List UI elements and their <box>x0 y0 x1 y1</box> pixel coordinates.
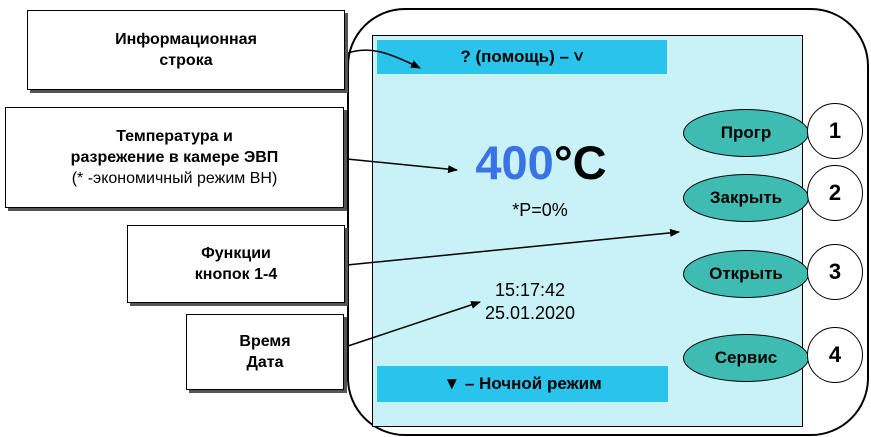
pressure-readout: *P=0% <box>512 200 568 220</box>
label-info-line2: строка <box>159 52 213 69</box>
label-info-line: Информационная строка <box>27 10 345 90</box>
temperature-value: 400 <box>475 136 554 189</box>
label-temp-line2: разрежение в камере ЭВП <box>70 149 279 166</box>
date-readout: 25.01.2020 <box>484 303 576 323</box>
arrow-functions <box>346 228 680 266</box>
time-readout: 15:17:42 <box>494 280 566 300</box>
temperature-unit: °C <box>553 136 607 189</box>
arrow-temperature <box>346 158 458 174</box>
label-func-line2: кнопок 1-4 <box>194 266 278 283</box>
button-service-label: Сервис <box>714 348 778 367</box>
night-mode-text: ▼ – Ночной режим <box>443 374 602 393</box>
key-4[interactable]: 4 <box>807 327 863 383</box>
temperature-readout: 400°C <box>461 137 621 189</box>
label-time-line1: Время <box>239 333 291 350</box>
button-open[interactable]: Открыть <box>683 250 809 298</box>
key-3-label: 3 <box>828 259 842 284</box>
key-2[interactable]: 2 <box>807 165 863 221</box>
label-temp-line3: (* -экономичный режим ВН) <box>71 170 278 187</box>
arrow-info <box>344 49 421 69</box>
info-bar: ? (помощь) – ˅ <box>377 40 667 74</box>
label-func-line1: Функции <box>201 245 271 262</box>
night-mode-bar[interactable]: ▼ – Ночной режим <box>377 366 668 402</box>
button-close-label: Закрыть <box>709 188 783 207</box>
label-time-date: Время Дата <box>186 314 344 390</box>
arrow-time <box>344 301 481 348</box>
button-prog[interactable]: Прогр <box>683 109 809 157</box>
label-time-line2: Дата <box>246 354 284 371</box>
label-info-line1: Информационная <box>115 31 257 48</box>
button-close[interactable]: Закрыть <box>683 174 809 222</box>
label-functions: Функции кнопок 1-4 <box>127 225 345 303</box>
key-1-label: 1 <box>828 118 842 143</box>
key-2-label: 2 <box>828 180 842 205</box>
key-4-label: 4 <box>828 342 842 367</box>
info-bar-text: ? (помощь) – ˅ <box>460 47 584 66</box>
key-3[interactable]: 3 <box>807 244 863 300</box>
button-prog-label: Прогр <box>720 123 772 142</box>
label-temperature: Температура и разрежение в камере ЭВП (*… <box>5 107 344 208</box>
key-1[interactable]: 1 <box>807 103 863 159</box>
label-temp-line1: Температура и <box>116 128 233 145</box>
button-open-label: Открыть <box>709 264 783 283</box>
